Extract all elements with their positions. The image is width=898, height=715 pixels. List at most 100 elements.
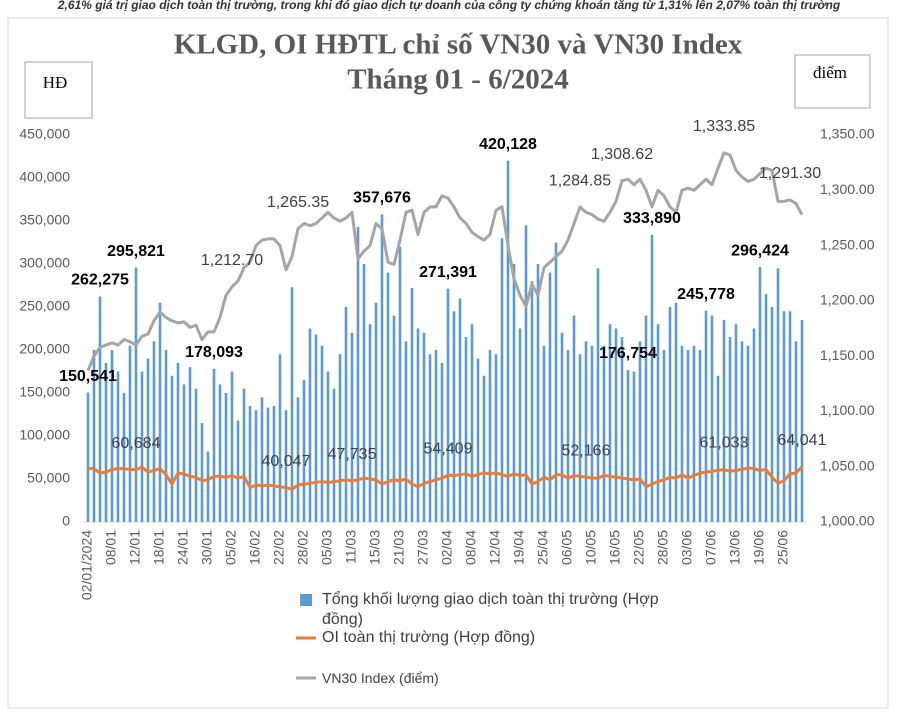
data-label: 295,821	[107, 243, 165, 260]
bar	[296, 397, 300, 522]
bar	[152, 341, 156, 522]
x-tick-label: 08/01	[103, 530, 119, 565]
bar	[272, 405, 276, 522]
bar	[608, 324, 612, 522]
bar	[692, 345, 696, 522]
bar	[170, 375, 174, 522]
y-tick-label: 250,000	[19, 298, 70, 314]
x-tick-label: 27/03	[415, 530, 431, 565]
x-tick-label: 25/06	[775, 530, 791, 565]
x-tick-label: 22/05	[631, 530, 647, 565]
bar	[734, 324, 738, 522]
bar	[422, 332, 426, 522]
bar	[110, 350, 114, 522]
bar	[704, 310, 708, 522]
x-tick-label: 15/03	[367, 530, 383, 565]
bar	[524, 225, 528, 523]
x-tick-label: 05/02	[223, 530, 239, 565]
bar	[776, 268, 780, 522]
bar	[788, 311, 792, 522]
bar	[674, 302, 678, 522]
bar	[554, 242, 558, 522]
bar	[548, 272, 552, 522]
bar	[602, 345, 606, 522]
data-label: 1,265.35	[267, 194, 329, 211]
bar	[134, 267, 138, 522]
data-label: 420,128	[479, 136, 537, 153]
bar	[626, 369, 630, 522]
bar	[500, 238, 504, 522]
bar	[650, 234, 654, 522]
data-label: 262,275	[71, 272, 129, 289]
bar	[248, 405, 252, 522]
y-tick-label: 150,000	[19, 384, 70, 400]
bar	[308, 328, 312, 522]
bar	[728, 337, 732, 522]
bar	[782, 311, 786, 522]
bar	[254, 410, 258, 522]
bar	[356, 227, 360, 522]
data-label: 1,308.62	[591, 146, 653, 163]
bar	[662, 350, 666, 522]
y-tick-label: 200,000	[19, 341, 70, 357]
bar	[428, 354, 432, 522]
bar	[800, 319, 804, 522]
y2-tick-label: 1,100.00	[820, 402, 875, 418]
x-tick-label: 22/02	[271, 530, 287, 565]
x-tick-label: 19/06	[751, 530, 767, 565]
y-tick-label: 350,000	[19, 212, 70, 228]
x-tick-label: 08/04	[463, 530, 479, 565]
bar	[752, 328, 756, 522]
bar	[98, 296, 102, 522]
x-tick-label: 07/06	[703, 530, 719, 565]
bar	[434, 350, 438, 522]
x-tick-label: 30/01	[199, 530, 215, 565]
y2-tick-label: 1,050.00	[820, 457, 875, 473]
bar	[710, 315, 714, 522]
bar	[278, 354, 282, 522]
bar	[374, 302, 378, 522]
bar	[86, 392, 90, 522]
y2-tick-label: 1,300.00	[820, 181, 875, 197]
header-text: 2,61% giá trị giao dịch toàn thị trường,…	[57, 0, 841, 12]
y2-tick-label: 1,150.00	[820, 347, 875, 363]
bar	[122, 393, 126, 522]
x-tick-label: 25/04	[535, 530, 551, 565]
x-tick-label: 28/02	[295, 530, 311, 565]
bar	[686, 350, 690, 522]
bar	[320, 345, 324, 522]
x-tick-label: 28/05	[655, 530, 671, 565]
data-label: 1,291.30	[759, 165, 821, 182]
bar	[470, 324, 474, 522]
x-tick-label: 16/02	[247, 530, 263, 565]
x-tick-label: 12/04	[487, 530, 503, 565]
data-label: 271,391	[419, 264, 477, 281]
bar	[560, 332, 564, 522]
bar	[512, 264, 516, 522]
x-tick-label: 21/03	[391, 530, 407, 565]
bar	[326, 371, 330, 522]
bar	[656, 324, 660, 522]
bar	[158, 302, 162, 522]
data-label: 1,284.85	[549, 172, 611, 189]
bar	[182, 384, 186, 522]
bar	[338, 354, 342, 522]
y-tick-label: 50,000	[27, 470, 70, 486]
bar	[518, 328, 522, 522]
bar	[716, 375, 720, 522]
bar	[488, 350, 492, 522]
line	[86, 151, 804, 372]
bar	[770, 307, 774, 522]
bar	[446, 288, 450, 522]
y2-tick-label: 1,000.00	[820, 513, 875, 529]
y-tick-label: 400,000	[19, 169, 70, 185]
bar	[104, 362, 108, 522]
data-label: 1,333.85	[693, 118, 755, 135]
bar	[668, 307, 672, 522]
bar	[578, 354, 582, 522]
bar	[566, 350, 570, 522]
y-tick-label: 0	[62, 513, 70, 529]
data-label: 176,754	[599, 345, 657, 362]
x-tick-label: 12/01	[127, 530, 143, 565]
